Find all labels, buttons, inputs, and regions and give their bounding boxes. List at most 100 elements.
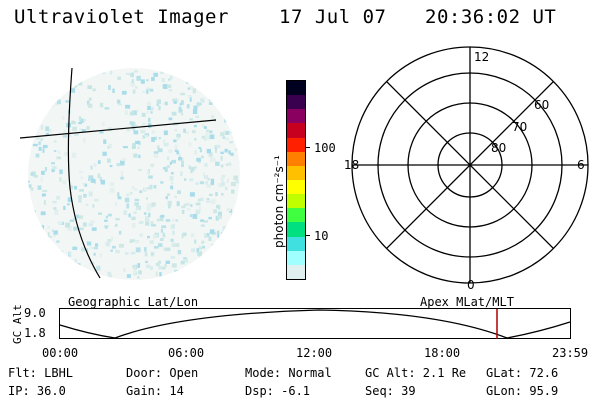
emission-speckle [123,210,127,216]
emission-speckle [59,260,64,264]
emission-speckle [184,178,187,181]
emission-speckle [222,236,225,241]
emission-speckle [120,160,125,166]
emission-speckle [108,85,111,90]
emission-speckle [86,248,89,252]
emission-speckle [159,64,164,67]
emission-speckle [146,170,149,175]
emission-speckle [219,107,225,110]
emission-speckle [216,240,220,245]
emission-speckle [109,165,113,168]
emission-speckle [216,204,221,209]
emission-speckle [230,98,235,101]
emission-speckle [201,123,204,128]
emission-speckle [242,185,247,188]
altitude-axis-label: GC Alt [11,304,24,344]
emission-speckle [59,76,64,81]
latitude-line [20,119,217,139]
emission-speckle [148,212,151,218]
emission-speckle [198,160,201,164]
emission-speckle [97,160,101,164]
emission-speckle [170,185,174,190]
emission-speckle [135,86,138,89]
emission-speckle [171,242,176,247]
colorbar-tick-100: 100 [314,141,336,155]
emission-speckle [83,118,86,122]
emission-speckle [211,243,215,247]
emission-speckle [218,257,221,262]
emission-speckle [45,126,50,131]
emission-speckle [214,148,217,153]
emission-speckle [160,181,164,184]
emission-speckle [144,59,147,63]
emission-speckle [161,78,165,82]
emission-speckle [198,253,202,259]
emission-speckle [235,243,239,247]
emission-speckle [221,181,225,187]
emission-speckle [191,268,197,273]
emission-speckle [205,89,208,94]
emission-speckle [102,71,106,75]
emission-speckle [241,78,243,80]
emission-speckle [236,276,240,280]
emission-speckle [77,60,81,62]
emission-speckle [243,269,245,271]
emission-speckle [174,129,177,132]
emission-speckle [244,163,249,168]
emission-speckle [93,163,97,167]
emission-speckle [169,176,174,181]
emission-speckle [47,225,50,230]
emission-speckle [213,95,217,99]
emission-speckle [158,260,161,264]
colorbar-segment [287,236,305,251]
emission-speckle [237,141,240,145]
emission-speckle [51,229,54,233]
emission-speckle [191,264,195,270]
emission-speckle [120,171,124,176]
emission-speckle [248,92,250,95]
emission-speckle [198,206,202,211]
emission-speckle [28,96,30,100]
emission-speckle [223,68,229,70]
emission-speckle [150,221,154,227]
emission-speckle [246,134,248,137]
emission-speckle [234,81,237,86]
emission-speckle [145,221,150,226]
emission-speckle [116,99,121,104]
emission-speckle [197,283,202,286]
emission-speckle [238,257,240,260]
emission-speckle [244,185,246,188]
emission-speckle [69,262,73,267]
emission-speckle [239,196,240,201]
emission-speckle [215,192,218,196]
emission-speckle [154,154,159,158]
emission-speckle [166,165,170,168]
emission-speckle [168,149,173,154]
emission-speckle [153,151,159,154]
emission-speckle [82,222,87,227]
emission-speckle [59,169,63,175]
emission-speckle [188,165,191,169]
emission-speckle [229,276,234,280]
emission-speckle [159,272,162,277]
emission-speckle [237,132,240,136]
emission-speckle [31,258,35,262]
emission-speckle [207,272,212,277]
emission-speckle [134,198,140,202]
emission-speckle [159,216,164,222]
mlt-label-12: 12 [474,50,489,64]
emission-speckle [60,256,64,261]
emission-speckle [209,250,213,253]
emission-speckle [115,249,120,254]
emission-speckle [22,186,27,191]
emission-speckle [201,240,205,244]
emission-speckle [39,246,43,251]
emission-speckle [212,248,216,252]
emission-speckle [134,70,138,73]
emission-speckle [44,167,47,172]
emission-speckle [198,146,202,149]
emission-speckle [200,219,204,222]
emission-speckle [151,77,155,81]
emission-speckle [37,262,40,265]
emission-speckle [117,103,123,106]
